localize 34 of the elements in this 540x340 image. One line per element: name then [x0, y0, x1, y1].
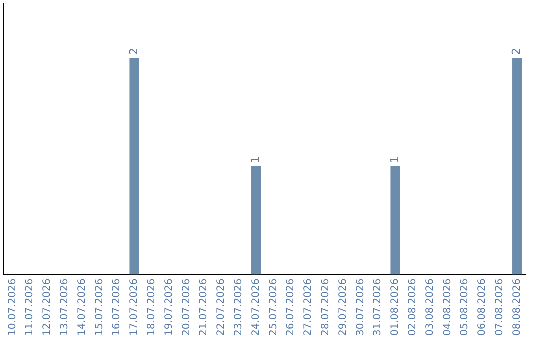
data-label: 2 — [510, 48, 524, 56]
x-tick-label: 17.07.2026 — [129, 278, 140, 336]
x-tick-label: 01.08.2026 — [390, 278, 402, 336]
x-tick-label: 22.07.2026 — [216, 278, 228, 336]
data-label: 1 — [249, 156, 262, 164]
data-label: 1 — [388, 156, 402, 164]
x-tick-label: 05.08.2026 — [460, 278, 471, 336]
x-tick-label: 30.07.2026 — [355, 278, 366, 336]
x-tick-label: 31.07.2026 — [372, 278, 384, 336]
x-tick-label: 03.08.2026 — [424, 278, 436, 336]
x-tick-label: 11.07.2026 — [24, 278, 36, 336]
x-tick-label: 26.07.2026 — [286, 278, 297, 336]
x-tick-label: 15.07.2026 — [94, 278, 106, 336]
x-tick-label: 27.07.2026 — [303, 278, 314, 336]
x-tick-label: 12.07.2026 — [42, 278, 54, 336]
x-tick-label: 21.07.2026 — [198, 278, 210, 336]
x-tick-label: 20.07.2026 — [181, 278, 192, 336]
x-tick-label: 10.07.2026 — [7, 278, 18, 336]
data-label: 2 — [127, 48, 140, 56]
x-tick-label: 14.07.2026 — [76, 278, 88, 336]
x-tick-label: 23.07.2026 — [233, 278, 244, 336]
x-tick-label: 06.08.2026 — [477, 278, 488, 336]
x-tick-label: 24.07.2026 — [250, 278, 262, 336]
x-tick-label: 02.08.2026 — [407, 278, 418, 336]
x-tick-label: 07.08.2026 — [494, 278, 506, 336]
x-tick-label: 16.07.2026 — [112, 278, 123, 336]
x-tick-label: 08.08.2026 — [512, 278, 523, 336]
x-tick-label: 19.07.2026 — [164, 278, 175, 336]
x-tick-label: 18.07.2026 — [146, 278, 158, 336]
x-tick-label: 04.08.2026 — [442, 278, 454, 336]
x-tick-label: 13.07.2026 — [59, 278, 70, 336]
x-tick-label: 29.07.2026 — [338, 278, 349, 336]
x-tick-label: 25.07.2026 — [268, 278, 280, 336]
x-tick-label: 28.07.2026 — [320, 278, 332, 336]
